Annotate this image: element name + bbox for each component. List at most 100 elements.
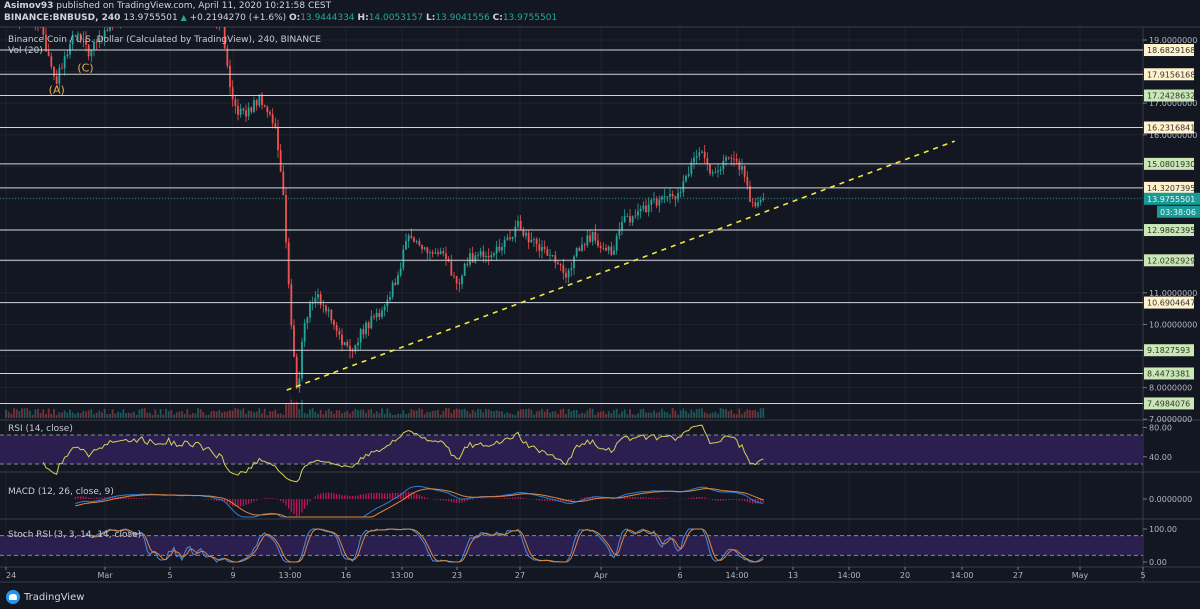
- volume-bar: [725, 409, 727, 418]
- candle-body: [63, 56, 66, 69]
- candle-body: [338, 331, 341, 335]
- trendline[interactable]: [286, 140, 955, 391]
- macd-legend[interactable]: MACD (12, 26, close, 9): [8, 487, 114, 497]
- candle-body: [530, 239, 533, 243]
- macd-histogram-bar: [360, 494, 362, 499]
- macd-histogram-bar: [320, 493, 322, 499]
- volume-bar: [599, 411, 602, 418]
- x-tick-label: 13:00: [278, 571, 301, 580]
- candle-body: [397, 275, 399, 285]
- macd-histogram-bar: [602, 498, 604, 499]
- macd-histogram-bar: [696, 497, 698, 499]
- candle-body: [277, 126, 279, 151]
- volume-bar: [397, 413, 399, 418]
- volume-bar: [359, 409, 362, 418]
- volume-bar: [74, 413, 77, 418]
- macd-histogram-bar: [752, 499, 754, 504]
- volume-bar: [711, 412, 714, 418]
- volume-bar: [229, 410, 231, 418]
- volume-bar: [357, 410, 359, 418]
- macd-histogram-bar: [632, 496, 634, 499]
- volume-bar: [559, 409, 562, 418]
- macd-histogram-bar: [85, 496, 87, 499]
- footer-brand[interactable]: TradingView: [6, 590, 84, 604]
- wave-label[interactable]: (C): [77, 62, 93, 75]
- candle-body: [597, 240, 599, 246]
- candle-body: [103, 30, 106, 39]
- macd-histogram-bar: [568, 499, 570, 502]
- symbol: BINANCE:BNBUSD, 240: [4, 13, 121, 23]
- level-price-label: 9.1827593: [1147, 346, 1190, 355]
- macd-histogram-bar: [746, 499, 748, 502]
- volume-bar: [423, 414, 426, 418]
- macd-histogram-bar: [698, 496, 700, 499]
- macd-histogram-bar: [757, 499, 759, 504]
- volume-bar: [117, 411, 119, 418]
- volume-bar: [519, 409, 522, 418]
- volume-bar: [645, 412, 647, 418]
- volume-bar: [437, 409, 439, 418]
- candle-body: [367, 322, 370, 329]
- volume-bar: [55, 414, 58, 418]
- candle-body: [581, 244, 583, 251]
- candle-body: [346, 342, 349, 346]
- candle-body: [341, 334, 343, 345]
- x-tick-label: 5: [1140, 571, 1145, 580]
- main-series-legend[interactable]: Binance Coin / U.S. Dollar (Calculated b…: [8, 35, 322, 45]
- low-label: L:: [425, 13, 436, 23]
- y-tick-label: 7.0000000: [1149, 415, 1192, 424]
- publisher-name[interactable]: Asimov93: [4, 1, 54, 11]
- macd-histogram-bar: [562, 499, 564, 502]
- macd-histogram-bar: [730, 499, 732, 500]
- macd-histogram-bar: [141, 498, 143, 499]
- volume-bar: [95, 412, 98, 418]
- volume-bar: [621, 411, 623, 418]
- volume-bar: [170, 410, 173, 418]
- candle-body: [695, 155, 698, 158]
- stoch-rsi-legend[interactable]: Stoch RSI (3, 3, 14, 14, close): [8, 530, 142, 540]
- candle-body: [50, 56, 53, 67]
- volume-bar: [303, 413, 306, 418]
- volume-bar: [250, 411, 253, 418]
- macd-histogram-bar: [434, 499, 436, 500]
- macd-histogram-bar: [264, 498, 266, 499]
- x-tick-label: 23: [452, 571, 462, 580]
- volume-legend[interactable]: Vol (20): [8, 46, 43, 56]
- candle-body: [519, 220, 522, 230]
- volume-bar: [370, 409, 373, 418]
- volume-bar: [474, 411, 477, 418]
- candle-body: [322, 304, 325, 306]
- candle-body: [706, 158, 709, 165]
- current-price-label: 13.9755501: [1147, 195, 1195, 204]
- candle-body: [549, 255, 551, 257]
- volume-bar: [549, 412, 551, 418]
- volume-bar: [522, 409, 525, 418]
- candle-body: [250, 107, 253, 112]
- candle-body: [405, 241, 407, 250]
- candle-body: [501, 247, 503, 251]
- macd-histogram-bar: [138, 498, 140, 499]
- wave-label[interactable]: (A): [49, 84, 65, 97]
- volume-bar: [287, 403, 290, 418]
- volume-bar: [469, 413, 471, 418]
- volume-bar: [98, 410, 101, 418]
- rsi-legend[interactable]: RSI (14, close): [8, 424, 73, 434]
- candle-body: [546, 249, 549, 256]
- volume-bar: [274, 409, 277, 418]
- candle-body: [223, 27, 226, 49]
- candle-body: [594, 231, 597, 241]
- candle-body: [623, 216, 626, 222]
- volume-bar: [626, 414, 629, 418]
- volume-bar: [410, 409, 413, 418]
- candle-body: [762, 198, 765, 201]
- x-tick-label: 6: [677, 571, 682, 580]
- macd-histogram-bar: [98, 497, 100, 499]
- candle-body: [458, 283, 461, 285]
- volume-bar: [282, 414, 285, 418]
- volume-bar: [263, 408, 266, 418]
- volume-bar: [269, 411, 271, 418]
- rsi-band: [0, 435, 1143, 464]
- candle-body: [229, 65, 231, 88]
- y-tick-label: 10.0000000: [1149, 320, 1197, 329]
